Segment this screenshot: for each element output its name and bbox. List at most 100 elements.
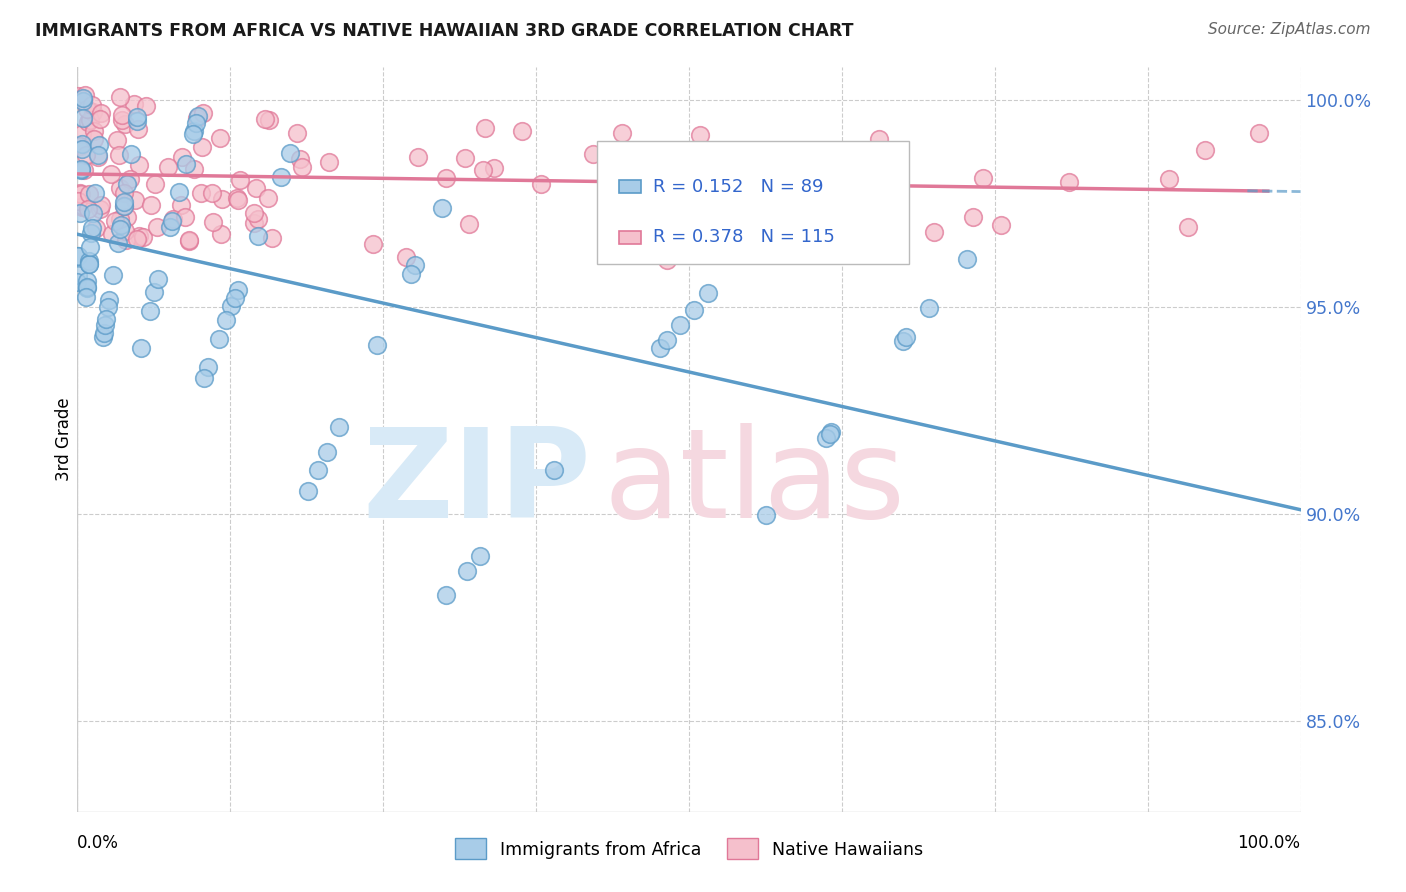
Point bbox=[297, 483, 319, 498]
Point bbox=[72, 90, 94, 104]
Point bbox=[108, 90, 131, 104]
Point bbox=[229, 173, 252, 187]
Point bbox=[105, 133, 128, 147]
Point bbox=[107, 235, 129, 250]
Point bbox=[76, 102, 98, 116]
Point bbox=[75, 290, 97, 304]
Point bbox=[112, 195, 135, 210]
Point bbox=[77, 257, 100, 271]
Point bbox=[127, 110, 149, 124]
Point bbox=[170, 198, 193, 212]
Point bbox=[253, 112, 276, 127]
Point bbox=[72, 111, 94, 125]
Point bbox=[104, 214, 127, 228]
Point bbox=[69, 186, 91, 200]
Point bbox=[143, 285, 166, 300]
Point bbox=[406, 150, 429, 164]
Point bbox=[259, 113, 281, 128]
Point bbox=[160, 214, 183, 228]
Point bbox=[395, 250, 418, 264]
Point bbox=[224, 291, 246, 305]
Point bbox=[1159, 172, 1181, 186]
Point bbox=[108, 212, 131, 227]
Point bbox=[94, 318, 117, 332]
Point bbox=[186, 112, 208, 126]
Point bbox=[129, 341, 152, 355]
Point bbox=[870, 149, 893, 163]
Point bbox=[69, 138, 91, 153]
Point bbox=[73, 88, 96, 103]
Point bbox=[361, 237, 384, 252]
Point bbox=[315, 445, 337, 459]
Point bbox=[83, 132, 105, 146]
Point bbox=[990, 218, 1012, 232]
Point bbox=[1177, 219, 1199, 234]
Point bbox=[77, 115, 100, 129]
Point bbox=[117, 210, 139, 224]
Point bbox=[174, 210, 197, 224]
Point bbox=[101, 268, 124, 282]
Point bbox=[125, 113, 148, 128]
Point bbox=[112, 199, 135, 213]
Point bbox=[127, 122, 149, 136]
Point bbox=[80, 220, 103, 235]
Point bbox=[146, 220, 169, 235]
Point bbox=[73, 163, 96, 178]
Point bbox=[962, 210, 984, 224]
Point bbox=[226, 191, 249, 205]
Point bbox=[434, 588, 457, 602]
Point bbox=[201, 214, 224, 228]
Point bbox=[307, 463, 329, 477]
Point bbox=[1194, 143, 1216, 157]
Point bbox=[512, 123, 534, 137]
Point bbox=[135, 99, 157, 113]
Point bbox=[257, 191, 280, 205]
Point bbox=[741, 238, 763, 252]
Point bbox=[112, 186, 135, 200]
Point bbox=[530, 178, 553, 192]
Point bbox=[87, 138, 110, 153]
Point bbox=[193, 371, 215, 385]
Point bbox=[111, 108, 134, 122]
Point bbox=[471, 163, 494, 178]
Point bbox=[90, 197, 112, 211]
Point bbox=[245, 181, 267, 195]
Point bbox=[108, 222, 131, 236]
FancyBboxPatch shape bbox=[598, 142, 910, 264]
Point bbox=[87, 148, 110, 162]
Point bbox=[97, 301, 120, 315]
Point bbox=[191, 106, 214, 120]
Point bbox=[96, 312, 118, 326]
Point bbox=[209, 227, 232, 242]
Point bbox=[70, 136, 93, 151]
Point bbox=[114, 117, 136, 131]
Point bbox=[66, 268, 89, 282]
Point bbox=[70, 162, 93, 177]
Point bbox=[90, 106, 112, 120]
Point bbox=[112, 199, 135, 213]
Point bbox=[108, 148, 131, 162]
Point bbox=[120, 147, 142, 161]
Point bbox=[69, 186, 91, 201]
Point bbox=[285, 126, 308, 140]
Point bbox=[689, 128, 711, 142]
Point bbox=[191, 140, 214, 154]
Point bbox=[132, 230, 155, 244]
Point bbox=[82, 104, 104, 119]
Point bbox=[66, 275, 89, 289]
Y-axis label: 3rd Grade: 3rd Grade bbox=[55, 398, 73, 481]
Point bbox=[146, 272, 169, 286]
Point bbox=[894, 329, 917, 343]
Point bbox=[242, 206, 264, 220]
Point bbox=[83, 186, 105, 201]
Point bbox=[128, 158, 150, 172]
Point bbox=[139, 197, 162, 211]
Point bbox=[474, 121, 496, 136]
Point bbox=[70, 162, 93, 177]
Point bbox=[93, 326, 115, 340]
Point bbox=[170, 149, 193, 163]
Point bbox=[270, 169, 292, 184]
Text: atlas: atlas bbox=[603, 424, 905, 544]
Point bbox=[399, 267, 422, 281]
Point bbox=[209, 131, 232, 145]
